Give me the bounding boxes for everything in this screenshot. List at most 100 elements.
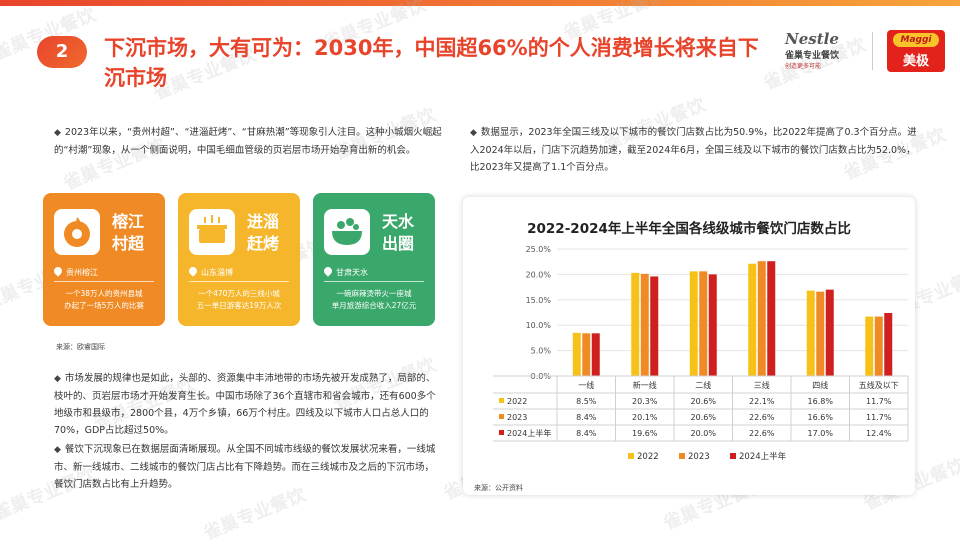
- bar-2024上半年-一线: [591, 333, 600, 376]
- table-series-label: 2022: [507, 397, 527, 406]
- card-description: 一个38万人的贵州县城 办起了一场5万人的比赛: [51, 288, 157, 312]
- card-location-label: 贵州榕江: [66, 268, 98, 277]
- table-legend-swatch: [499, 398, 504, 403]
- card-desc-line2: 单月旅游综合收入27亿元: [331, 301, 417, 310]
- legend-swatch: [730, 453, 736, 459]
- left-trend-paragraph: ◆ 餐饮下沉现象已在数据层面清晰展现。从全国不同城市线级的餐饮发展状况来看，一线城…: [54, 441, 442, 493]
- data-label: 22.6%: [749, 429, 775, 438]
- data-label: 22.6%: [749, 413, 775, 422]
- data-label: 20.6%: [691, 397, 717, 406]
- bar-2023-五线及以下: [874, 316, 883, 376]
- x-tick-label: 四线: [812, 380, 828, 390]
- card-title-line2: 出圈: [382, 234, 415, 253]
- legend-label: 2023: [688, 452, 710, 462]
- bar-2024上半年-新一线: [650, 276, 659, 376]
- data-label: 17.0%: [808, 429, 834, 438]
- card-description: 一个470万人的三线小城 五一单日游客达19万人次: [186, 288, 292, 312]
- data-label: 8.4%: [576, 413, 597, 422]
- nestle-logo-sub: 雀巢专业餐饮: [785, 51, 840, 61]
- bar-2024上半年-三线: [767, 261, 776, 376]
- card-title-line1: 榕江: [112, 212, 145, 231]
- bar-2023-新一线: [640, 273, 649, 376]
- card-title: 天水 出圈: [382, 211, 414, 255]
- y-tick-label: 10.0%: [526, 321, 552, 330]
- bar-2022-三线: [748, 263, 757, 376]
- table-legend-swatch: [499, 414, 504, 419]
- bar-chart: 0.0%5.0%10.0%15.0%20.0%25.0%一线 新一线 二线 三线 四线五…: [493, 245, 909, 462]
- bar-2024上半年-四线: [825, 289, 834, 376]
- data-label: 20.0%: [691, 429, 717, 438]
- top-accent-bar: [0, 0, 960, 6]
- card-desc-line2: 办起了一场5万人的比赛: [64, 301, 144, 310]
- card-divider: [189, 281, 289, 282]
- y-tick-label: 5.0%: [531, 347, 552, 356]
- chart-panel: 2022-2024年上半年全国各线级城市餐饮门店数占比 0.0% 5.0% 10.0…: [463, 197, 915, 495]
- data-label: 12.4%: [866, 429, 892, 438]
- legend-swatch: [628, 453, 634, 459]
- nestle-logo-tag: 创造更多可能: [785, 63, 822, 70]
- bar-2022-新一线: [631, 272, 640, 376]
- phenomenon-cards: 榕江村超 贵州榕江 一个38万人的贵州县城 办起了一场5万人的比赛 进淄 赶烤 山东…: [43, 193, 436, 326]
- card-location: 甘肃天水: [322, 265, 368, 278]
- data-label: 11.7%: [866, 413, 892, 422]
- left-market-paragraph: ◆ 市场发展的规律也是如此，头部的、资源集中丰沛地带的市场先被开发成熟了，局部的、…: [54, 370, 442, 439]
- card-desc-line1: 一碗麻辣烫带火一座城: [336, 289, 412, 298]
- bullet-diamond-icon: ◆: [54, 128, 61, 138]
- legend-swatch: [679, 453, 685, 459]
- maggi-logo-cn: 美极: [902, 54, 929, 69]
- card-description: 一碗麻辣烫带火一座城 单月旅游综合收入27亿元: [321, 288, 427, 312]
- left-intro-paragraph: ◆ 2023年以来，“贵州村超”、“进淄赶烤”、“甘麻热潮”等现象引人注目。这种小…: [54, 124, 442, 159]
- x-tick-label: 三线: [754, 380, 770, 390]
- y-tick-label: 25.0%: [526, 245, 552, 254]
- location-pin-icon: [322, 265, 334, 277]
- bar-2022-四线: [806, 290, 815, 376]
- grill-icon: [189, 209, 235, 255]
- card-desc-line2: 五一单日游客达19万人次: [196, 301, 282, 310]
- bar-2023-一线: [582, 333, 591, 376]
- data-label: 8.5%: [576, 397, 597, 406]
- x-tick-label: 二线: [695, 380, 711, 390]
- card-title-line1: 天水: [382, 212, 415, 231]
- card-title-line2: 赶烤: [247, 234, 280, 253]
- left-intro-text: 2023年以来，“贵州村超”、“进淄赶烤”、“甘麻热潮”等现象引人注目。这种小城…: [54, 127, 442, 156]
- card-title-line2: 村超: [112, 234, 145, 253]
- card-title: 榕江 村超: [112, 211, 144, 255]
- data-label: 16.6%: [808, 413, 834, 422]
- y-tick-label: 20.0%: [526, 270, 552, 279]
- card-title: 进淄 赶烤: [247, 211, 279, 255]
- bar-2022-一线: [572, 332, 581, 376]
- data-label: 22.1%: [749, 397, 775, 406]
- data-label: 11.7%: [866, 397, 892, 406]
- left-trend-text: 餐饮下沉现象已在数据层面清晰展现。从全国不同城市线级的餐饮发展状况来看，一线城市…: [54, 444, 436, 490]
- bowl-icon: [324, 209, 370, 255]
- card-location-label: 甘肃天水: [336, 268, 368, 277]
- bar-2024上半年-五线及以下: [884, 313, 893, 376]
- legend-label: 2024上半年: [739, 451, 787, 462]
- y-tick-label: 15.0%: [526, 296, 552, 305]
- location-pin-icon: [187, 265, 199, 277]
- card-tianshui: 天水出圈 甘肃天水 一碗麻辣烫带火一座城 单月旅游综合收入27亿元: [313, 193, 435, 326]
- bar-2023-二线: [699, 271, 708, 376]
- right-data-paragraph: ◆ 数据显示，2023年全国三线及以下城市的餐饮门店数占比为50.9%，比2022…: [470, 124, 920, 176]
- nestle-logo-name: Nestle: [785, 30, 839, 48]
- x-tick-label: 一线: [578, 380, 594, 390]
- bullet-diamond-icon: ◆: [470, 128, 477, 138]
- section-number-badge: 2: [37, 36, 87, 68]
- x-tick-label: 新一线: [633, 380, 657, 390]
- card-divider: [324, 281, 424, 282]
- table-series-label: 2023: [507, 413, 527, 422]
- right-data-text: 数据显示，2023年全国三线及以下城市的餐饮门店数占比为50.9%，比2022年…: [470, 127, 917, 173]
- nestle-logo: Nestle 雀巢专业餐饮 创造更多可能: [785, 30, 865, 72]
- card-location-label: 山东淄博: [201, 268, 233, 277]
- bar-2023-四线: [816, 291, 825, 376]
- right-source-note: 来源：公开资料: [474, 484, 523, 492]
- data-label: 16.8%: [808, 397, 834, 406]
- legend-label: 2022: [637, 452, 659, 462]
- data-label: 20.3%: [632, 397, 658, 406]
- data-label: 20.1%: [632, 413, 658, 422]
- card-divider: [54, 281, 154, 282]
- x-tick-label: 五线及以下: [859, 380, 899, 390]
- location-pin-icon: [52, 265, 64, 277]
- card-desc-line1: 一个470万人的三线小城: [198, 289, 280, 298]
- card-zibo: 进淄 赶烤 山东淄博 一个470万人的三线小城 五一单日游客达19万人次: [178, 193, 300, 326]
